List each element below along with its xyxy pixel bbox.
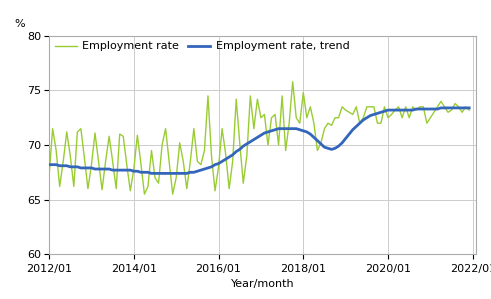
- Employment rate: [343, 108, 349, 112]
- Employment rate, trend: [283, 127, 289, 130]
- Legend: Employment rate, Employment rate, trend: Employment rate, Employment rate, trend: [55, 42, 350, 51]
- Employment rate: [466, 108, 472, 112]
- Employment rate, trend: [382, 109, 387, 113]
- Employment rate: [290, 80, 296, 83]
- Employment rate: [163, 127, 168, 130]
- Employment rate, trend: [149, 172, 155, 175]
- Line: Employment rate: Employment rate: [49, 82, 469, 194]
- Line: Employment rate, trend: Employment rate, trend: [49, 108, 469, 173]
- Employment rate, trend: [339, 141, 345, 145]
- X-axis label: Year/month: Year/month: [231, 280, 295, 289]
- Employment rate: [46, 174, 52, 177]
- Employment rate, trend: [135, 170, 140, 173]
- Employment rate: [141, 192, 147, 196]
- Employment rate: [283, 149, 289, 152]
- Y-axis label: %: %: [14, 19, 25, 29]
- Employment rate, trend: [46, 163, 52, 167]
- Employment rate, trend: [459, 106, 465, 110]
- Employment rate, trend: [466, 106, 472, 110]
- Employment rate: [459, 110, 465, 114]
- Employment rate, trend: [163, 172, 168, 175]
- Employment rate, trend: [438, 106, 444, 110]
- Employment rate: [135, 133, 140, 137]
- Employment rate: [385, 116, 391, 120]
